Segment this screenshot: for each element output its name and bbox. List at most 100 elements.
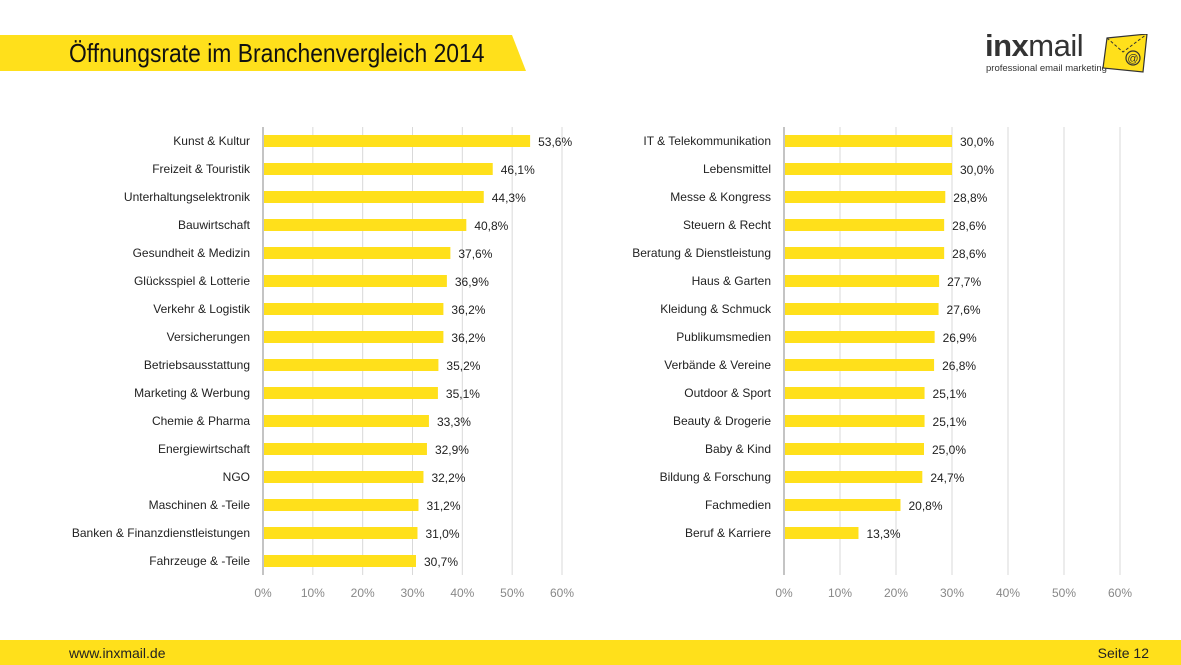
logo-tagline: professional email marketing [986,63,1107,74]
data-label: 30,7% [424,555,458,569]
data-label: 30,0% [960,135,994,149]
data-label: 28,6% [952,247,986,261]
category-label: Steuern & Recht [683,218,772,232]
bar [785,359,935,371]
page-title: Öffnungsrate im Branchenvergleich 2014 [69,38,485,68]
data-label: 20,8% [908,499,942,513]
category-label: Fahrzeuge & -Teile [149,554,250,568]
category-label: Lebensmittel [703,162,771,176]
x-tick-label: 40% [996,586,1020,600]
x-tick-label: 30% [400,586,424,600]
footer-band [0,640,1181,665]
bar [264,135,531,147]
bar [264,555,416,567]
x-tick-label: 0% [775,586,793,600]
category-label: Gesundheit & Medizin [133,246,250,260]
category-label: Verbände & Vereine [664,358,771,372]
data-label: 25,1% [933,415,967,429]
data-label: 37,6% [458,247,492,261]
category-label: Beruf & Karriere [685,526,771,540]
data-label: 27,7% [947,275,981,289]
bar [264,359,439,371]
data-label: 28,8% [953,191,987,205]
bar [264,303,444,315]
data-label: 35,1% [446,387,480,401]
envelope-icon: @ [1102,34,1148,73]
bar [785,219,945,231]
category-label: Freizeit & Touristik [152,162,251,176]
bar [785,247,945,259]
data-label: 28,6% [952,219,986,233]
category-label: Versicherungen [167,330,250,344]
data-label: 31,0% [425,527,459,541]
footer-url[interactable]: www.inxmail.de [69,645,166,661]
x-tick-label: 20% [351,586,375,600]
x-tick-label: 10% [301,586,325,600]
bar [785,443,924,455]
data-label: 25,0% [932,443,966,457]
bar [785,303,939,315]
data-label: 13,3% [866,527,900,541]
bar [264,387,438,399]
bar [785,331,935,343]
bar-charts: 0% 10% 20% 30% 40% 50% 60% Kunst & Kultur 53,6% F… [72,127,1132,600]
data-label: 35,2% [446,359,480,373]
category-label: Baby & Kind [705,442,771,456]
category-label: NGO [223,470,250,484]
bar [785,191,946,203]
page-number: Seite 12 [1097,645,1149,661]
data-label: 46,1% [501,163,535,177]
x-tick-label: 50% [500,586,524,600]
category-label: Marketing & Werbung [134,386,250,400]
category-label: Glücksspiel & Lotterie [134,274,250,288]
category-label: Kleidung & Schmuck [660,302,772,316]
data-label: 44,3% [492,191,526,205]
category-label: Maschinen & -Teile [149,498,251,512]
data-label: 26,8% [942,359,976,373]
data-label: 32,2% [431,471,465,485]
category-label: Bildung & Forschung [660,470,771,484]
category-label: Messe & Kongress [670,190,771,204]
x-tick-label: 10% [828,586,852,600]
category-label: Chemie & Pharma [152,414,250,428]
bar [785,499,901,511]
svg-text:@: @ [1127,53,1138,65]
bar [785,275,940,287]
title-band [0,35,526,71]
data-label: 53,6% [538,135,572,149]
category-label: Bauwirtschaft [178,218,251,232]
data-label: 40,8% [474,219,508,233]
x-tick-label: 60% [550,586,574,600]
data-label: 27,6% [947,303,981,317]
x-tick-label: 60% [1108,586,1132,600]
logo-wordmark-bold: inx [985,28,1029,63]
bar [785,135,952,147]
bar [264,415,429,427]
bar [264,443,427,455]
category-label: IT & Telekommunikation [643,134,771,148]
bar [264,499,419,511]
data-label: 32,9% [435,443,469,457]
category-label: Energiewirtschaft [158,442,251,456]
bar [785,387,925,399]
category-label: Betriebsausstattung [144,358,250,372]
bar [264,527,418,539]
category-label: Beauty & Drogerie [673,414,771,428]
data-label: 31,2% [426,499,460,513]
category-label: Kunst & Kultur [173,134,250,148]
data-label: 33,3% [437,415,471,429]
data-label: 26,9% [943,331,977,345]
x-tick-label: 20% [884,586,908,600]
data-label: 36,9% [455,275,489,289]
category-label: Publikumsmedien [676,330,771,344]
logo-wordmark-rest: mail [1028,28,1084,63]
category-label: Outdoor & Sport [684,386,771,400]
category-label: Haus & Garten [692,274,771,288]
x-tick-label: 50% [1052,586,1076,600]
x-tick-label: 30% [940,586,964,600]
bar [264,471,424,483]
data-label: 36,2% [451,303,485,317]
data-label: 24,7% [930,471,964,485]
bar [264,331,444,343]
bar [264,191,484,203]
